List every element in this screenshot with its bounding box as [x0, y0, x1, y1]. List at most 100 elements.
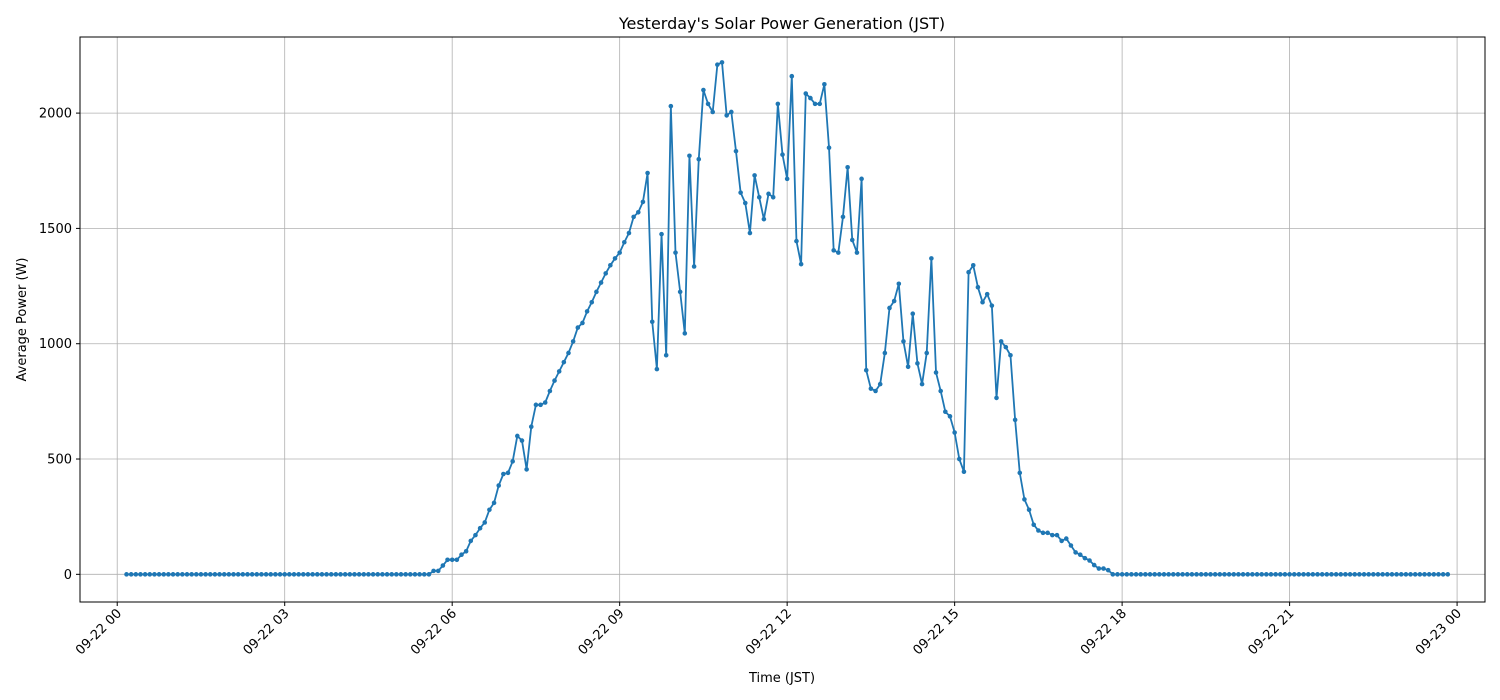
data-point: [775, 101, 781, 107]
data-point: [403, 572, 408, 577]
data-point: [1422, 572, 1427, 577]
data-point: [435, 568, 441, 574]
data-point: [715, 62, 720, 67]
data-point: [1366, 572, 1371, 577]
data-point: [1398, 572, 1404, 577]
data-point: [663, 352, 669, 358]
data-point: [170, 572, 176, 577]
data-point: [240, 572, 246, 577]
data-point: [896, 281, 902, 287]
data-point: [1291, 572, 1297, 577]
data-point: [1240, 572, 1246, 577]
data-point: [1026, 507, 1032, 513]
data-point: [394, 572, 399, 577]
data-point: [1208, 572, 1213, 577]
data-point: [1417, 572, 1423, 577]
y-tick-label: 2000: [39, 107, 72, 122]
data-point: [654, 366, 660, 372]
data-point: [1408, 572, 1413, 577]
data-point: [324, 572, 329, 577]
data-point: [747, 230, 753, 236]
data-point: [966, 269, 971, 275]
data-point: [1287, 572, 1292, 577]
data-point: [1357, 572, 1362, 577]
data-point: [710, 109, 716, 115]
data-point: [677, 289, 683, 295]
data-point: [519, 438, 525, 443]
data-point: [133, 572, 139, 577]
data-point: [124, 572, 129, 577]
data-point: [542, 400, 548, 405]
data-point: [603, 271, 609, 276]
data-point: [440, 563, 446, 568]
data-point: [1050, 532, 1055, 538]
data-point: [1022, 497, 1027, 502]
data-point: [477, 525, 483, 531]
data-point: [282, 572, 288, 577]
x-tick-label: 09-23 00: [1413, 606, 1465, 658]
data-point: [1282, 572, 1288, 577]
data-point: [319, 572, 325, 577]
x-tick-label: 09-22 21: [1245, 606, 1297, 658]
data-point: [980, 299, 985, 305]
data-point: [1152, 572, 1157, 577]
data-point: [887, 305, 892, 311]
data-point: [310, 572, 315, 577]
data-point: [687, 153, 692, 159]
data-point: [510, 459, 515, 464]
data-point: [1338, 572, 1344, 577]
data-point: [589, 299, 595, 305]
x-tick-label: 09-22 06: [408, 606, 460, 658]
data-point: [1324, 572, 1330, 577]
data-point: [919, 381, 925, 387]
data-point: [1082, 555, 1088, 561]
data-point: [756, 194, 762, 200]
data-point: [989, 303, 995, 308]
data-point: [1403, 572, 1409, 577]
data-point: [784, 176, 790, 182]
data-point: [1031, 522, 1037, 528]
data-point: [291, 572, 297, 577]
data-point: [1268, 572, 1274, 577]
data-point: [487, 507, 492, 513]
data-point: [249, 572, 255, 577]
data-point: [463, 548, 469, 554]
data-point: [1096, 566, 1102, 571]
data-point: [370, 572, 376, 577]
data-point: [733, 148, 739, 154]
data-point: [994, 395, 999, 401]
data-point: [161, 572, 167, 577]
data-point: [496, 483, 502, 488]
data-point: [212, 572, 218, 577]
data-point: [194, 572, 199, 577]
data-point: [533, 402, 539, 408]
data-point: [142, 572, 148, 577]
data-point: [217, 572, 222, 577]
data-point: [203, 572, 208, 577]
x-tick-label: 09-22 09: [576, 606, 628, 658]
plot-frame: [79, 36, 1486, 603]
y-tick-label: 1000: [39, 337, 72, 352]
grid: [80, 37, 1485, 602]
x-tick-label: 09-22 12: [743, 606, 795, 658]
data-point: [719, 60, 725, 65]
data-point: [1273, 572, 1278, 577]
data-point: [445, 557, 450, 563]
data-point: [491, 500, 497, 506]
data-point: [259, 572, 264, 577]
data-point: [668, 103, 674, 109]
data-point: [635, 209, 641, 215]
data-point: [1105, 567, 1111, 573]
data-point: [1264, 572, 1269, 577]
data-point: [338, 572, 343, 577]
y-axis: 0 500 1000 1500 2000: [39, 107, 80, 583]
data-point: [812, 101, 818, 107]
data-point: [1245, 572, 1251, 577]
data-point: [1254, 572, 1260, 577]
data-point: [780, 152, 785, 157]
data-point: [1212, 572, 1218, 577]
data-point: [1194, 572, 1199, 577]
data-point: [296, 572, 301, 577]
data-point: [301, 572, 306, 577]
data-point: [1310, 572, 1316, 577]
